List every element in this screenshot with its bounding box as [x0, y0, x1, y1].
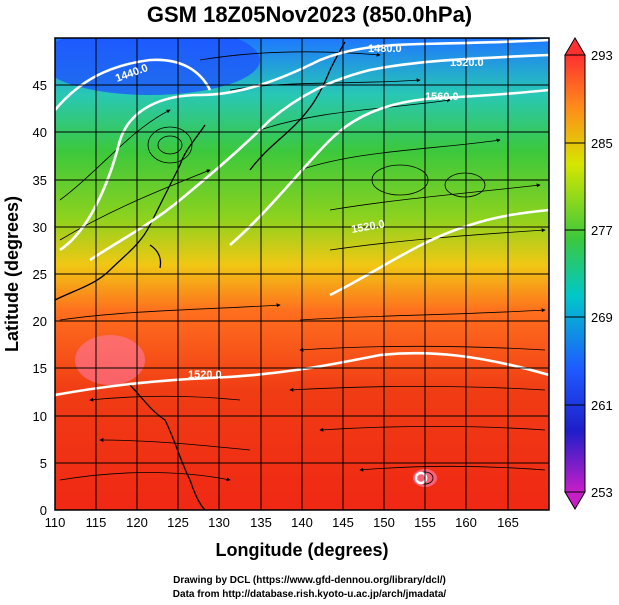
grid-lines — [55, 38, 549, 510]
y-tick-40: 40 — [33, 125, 47, 140]
y-tick-5: 5 — [40, 456, 47, 471]
y-tick-20: 20 — [33, 314, 47, 329]
credit-drawing: Drawing by DCL (https://www.gfd-dennou.o… — [173, 575, 446, 586]
x-tick-140: 140 — [291, 515, 313, 530]
y-tick-10: 10 — [33, 409, 47, 424]
contour-label-4: 1560.0 — [425, 91, 459, 103]
y-tick-45: 45 — [33, 78, 47, 93]
contour-label-2: 1480.0 — [368, 43, 402, 55]
contour-1520-mid-line — [329, 208, 549, 297]
contour-label-3: 1520.0 — [450, 57, 484, 69]
colorbar-tick-269: 269 — [591, 310, 613, 325]
contour-label-6: 1520.0 — [188, 369, 222, 381]
x-axis-label: Longitude (degrees) — [215, 540, 388, 560]
contour-1520-upper-line — [89, 53, 549, 262]
x-tick-155: 155 — [414, 515, 436, 530]
cold-core-blue-patch — [55, 38, 260, 95]
plot-frame — [54, 37, 550, 511]
y-tick-labels: 0 5 10 15 20 25 30 35 40 45 — [33, 78, 47, 518]
x-tick-135: 135 — [250, 515, 272, 530]
colorbar: 293 285 277 269 261 253 — [564, 37, 613, 510]
x-tick-160: 160 — [455, 515, 477, 530]
colorbar-tick-293: 293 — [591, 48, 613, 63]
credit-data-source: Data from http://database.rish.kyoto-u.a… — [172, 589, 447, 600]
warm-anomaly-patch — [75, 335, 145, 385]
x-tick-145: 145 — [332, 515, 354, 530]
x-tick-130: 130 — [208, 515, 230, 530]
colorbar-tick-253: 253 — [591, 485, 613, 500]
x-tick-110: 110 — [45, 515, 66, 530]
colorbar-tick-277: 277 — [591, 223, 613, 238]
x-tick-labels: 110 115 120 125 130 135 140 145 150 155 … — [45, 515, 519, 530]
colorbar-tick-285: 285 — [591, 136, 613, 151]
y-tick-0: 0 — [40, 503, 47, 518]
contour-1560-line — [229, 88, 549, 246]
x-tick-150: 150 — [373, 515, 395, 530]
x-tick-125: 125 — [167, 515, 189, 530]
contour-1440-line — [55, 58, 212, 111]
x-tick-115: 115 — [86, 515, 107, 530]
plot-area — [55, 38, 549, 510]
contour-low-pressure-ring — [414, 471, 428, 485]
x-tick-165: 165 — [497, 515, 519, 530]
y-tick-15: 15 — [33, 361, 47, 376]
y-axis-label: Latitude (degrees) — [2, 196, 22, 352]
y-tick-25: 25 — [33, 267, 47, 282]
y-tick-30: 30 — [33, 220, 47, 235]
x-tick-120: 120 — [126, 515, 148, 530]
map-title: GSM 18Z05Nov2023 (850.0hPa) — [146, 2, 473, 27]
colorbar-tick-261: 261 — [591, 398, 613, 413]
colorbar-bottom-arrow — [564, 491, 586, 510]
contour-label-5: 1520.0 — [350, 218, 385, 236]
y-tick-35: 35 — [33, 173, 47, 188]
colorbar-top-arrow — [564, 37, 586, 56]
colorbar-gradient — [564, 54, 586, 493]
